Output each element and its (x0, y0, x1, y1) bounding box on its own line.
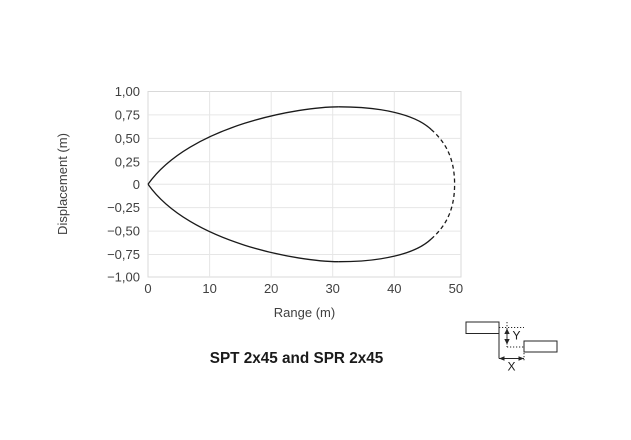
svg-text:0: 0 (144, 281, 151, 296)
svg-text:50: 50 (449, 281, 463, 296)
svg-text:Y: Y (512, 329, 520, 343)
svg-text:−0,50: −0,50 (107, 224, 140, 239)
svg-text:10: 10 (202, 281, 216, 296)
svg-text:40: 40 (387, 281, 401, 296)
svg-text:0,50: 0,50 (115, 131, 140, 146)
svg-text:20: 20 (264, 281, 278, 296)
svg-text:−0,25: −0,25 (107, 200, 140, 215)
svg-text:0: 0 (133, 177, 140, 192)
svg-text:0,25: 0,25 (115, 154, 140, 169)
svg-text:0,75: 0,75 (115, 107, 140, 122)
svg-text:1,00: 1,00 (115, 84, 140, 99)
svg-text:−1,00: −1,00 (107, 270, 140, 285)
svg-text:30: 30 (325, 281, 339, 296)
svg-text:−0,75: −0,75 (107, 247, 140, 262)
